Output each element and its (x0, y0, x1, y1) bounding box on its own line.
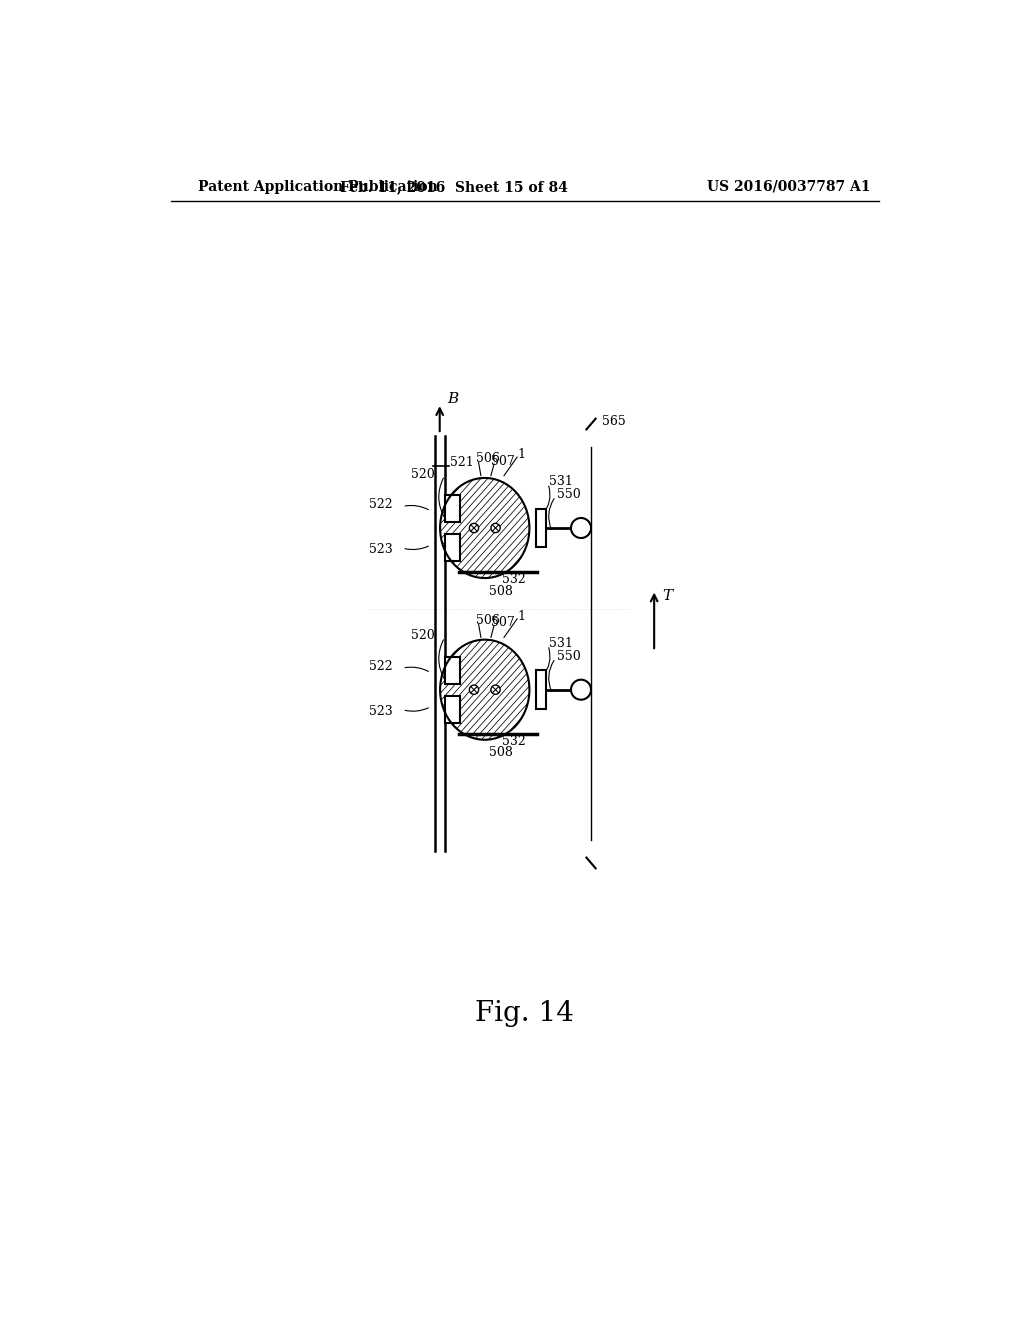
Text: US 2016/0037787 A1: US 2016/0037787 A1 (707, 180, 870, 194)
Text: 550: 550 (557, 488, 581, 502)
Text: 532: 532 (502, 573, 525, 586)
Ellipse shape (490, 685, 500, 694)
Text: 506: 506 (475, 453, 500, 465)
Text: B: B (447, 392, 459, 405)
Text: 507: 507 (490, 616, 515, 630)
Text: 522: 522 (369, 660, 392, 673)
FancyBboxPatch shape (536, 508, 547, 548)
Text: 520: 520 (411, 630, 435, 643)
Text: 532: 532 (502, 735, 525, 748)
Text: 1: 1 (517, 610, 525, 623)
Ellipse shape (469, 523, 478, 532)
Text: 550: 550 (557, 649, 581, 663)
Text: 508: 508 (488, 746, 512, 759)
Text: 507: 507 (490, 454, 515, 467)
Text: 521: 521 (451, 455, 474, 469)
Ellipse shape (490, 523, 500, 532)
FancyBboxPatch shape (444, 656, 460, 684)
Ellipse shape (440, 640, 529, 739)
Text: T: T (662, 589, 672, 603)
Ellipse shape (571, 680, 591, 700)
Text: Feb. 11, 2016  Sheet 15 of 84: Feb. 11, 2016 Sheet 15 of 84 (340, 180, 568, 194)
Text: 523: 523 (369, 543, 392, 556)
FancyBboxPatch shape (444, 696, 460, 723)
Text: 506: 506 (475, 614, 500, 627)
Ellipse shape (469, 685, 478, 694)
Text: Fig. 14: Fig. 14 (475, 999, 574, 1027)
FancyBboxPatch shape (444, 495, 460, 521)
Ellipse shape (571, 517, 591, 539)
Text: 531: 531 (550, 638, 573, 649)
Text: 1: 1 (517, 449, 525, 462)
Text: 565: 565 (602, 416, 626, 428)
Text: 508: 508 (488, 585, 512, 598)
Text: 522: 522 (369, 499, 392, 511)
Text: Patent Application Publication: Patent Application Publication (199, 180, 438, 194)
Ellipse shape (440, 478, 529, 578)
FancyBboxPatch shape (444, 535, 460, 561)
FancyBboxPatch shape (536, 671, 547, 709)
Text: 531: 531 (550, 475, 573, 488)
Text: 520: 520 (411, 467, 435, 480)
Text: 523: 523 (369, 705, 392, 718)
